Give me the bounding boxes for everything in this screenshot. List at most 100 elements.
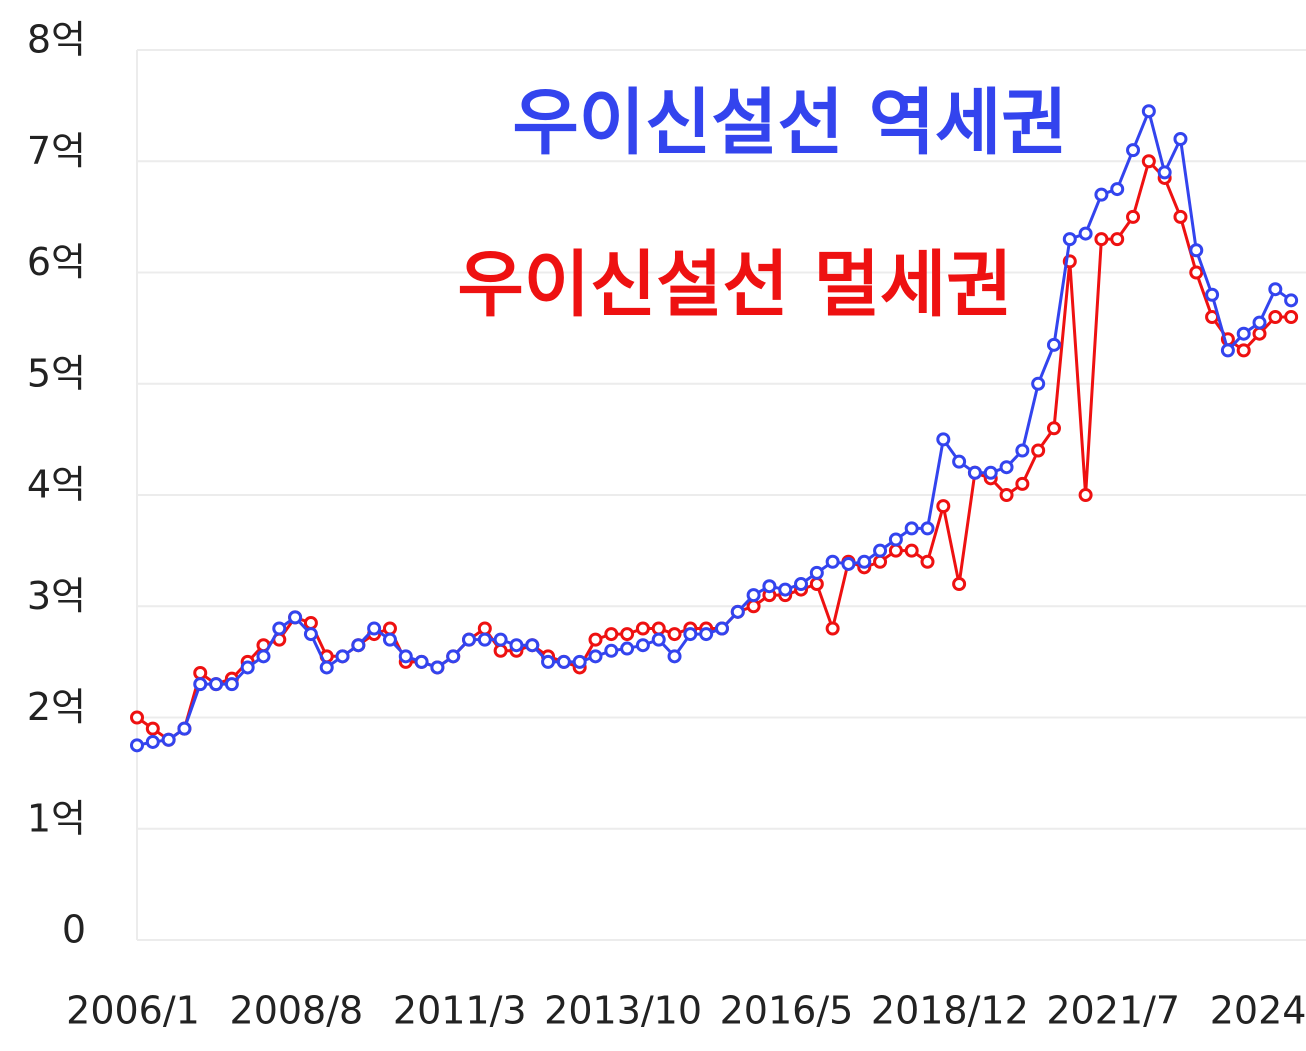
point [477,632,492,647]
point [999,488,1014,502]
point [1189,265,1204,280]
point [1015,476,1030,491]
point [509,638,524,653]
point [193,677,208,692]
point [382,621,397,636]
point [1268,282,1283,297]
point [794,577,809,591]
point [1046,421,1061,436]
point [1094,187,1109,202]
point [1126,143,1141,158]
point [1284,293,1299,308]
point [1252,315,1267,330]
point [1141,104,1156,119]
point [651,621,666,636]
point [588,632,603,647]
point [351,638,366,653]
point [430,660,445,675]
point [967,465,982,480]
point [635,638,650,653]
point [920,554,935,569]
point [177,721,192,736]
point [1173,209,1188,224]
point [130,738,144,753]
point [746,588,761,603]
point [635,621,650,636]
point [983,465,998,480]
point [904,543,919,558]
point [730,604,745,619]
point [920,521,935,536]
point [1126,209,1141,224]
x-tick-label: 2024/2 [1210,989,1306,1033]
point [667,649,682,664]
point [1110,182,1125,197]
point [493,632,508,647]
y-tick-label: 4억 [27,463,86,507]
y-tick-label: 5억 [27,351,86,395]
legend-label: 우이신설선 멀세권 [458,243,1013,327]
point [303,627,318,642]
point [588,649,603,664]
point [272,621,287,636]
point [541,654,556,669]
point [857,554,872,569]
point [319,660,334,675]
point [477,621,492,636]
point [714,621,729,636]
y-tick-label: 0 [62,908,86,952]
point [572,654,587,669]
x-tick-label: 2013/10 [544,989,702,1033]
point [382,632,397,647]
point [1078,226,1093,241]
point [604,627,619,642]
point [699,627,714,642]
point [1173,132,1188,146]
point [145,721,160,736]
point [1062,232,1077,247]
point [367,621,382,636]
point [209,677,224,692]
point [683,627,698,642]
point [1015,443,1030,458]
point [651,632,666,647]
x-tick-label: 2008/8 [230,989,364,1033]
y-tick-label: 6억 [27,240,86,284]
point [1110,232,1125,247]
point [224,677,239,692]
point [1236,326,1251,341]
point [525,638,540,653]
point [762,579,777,594]
point [809,565,824,580]
y-tick-label: 3억 [27,574,86,618]
x-tick-label: 2021/7 [1046,989,1180,1033]
point [904,521,919,536]
point [288,610,303,625]
point [936,499,951,514]
point [145,734,160,749]
point [1205,287,1220,302]
point [414,654,429,669]
x-tick-label: 2016/5 [720,989,854,1033]
point [493,643,508,658]
point [1031,443,1046,458]
y-tick-label: 2억 [27,685,86,729]
point [1031,376,1046,391]
point [398,649,413,664]
point [999,460,1014,475]
x-tick-label: 2018/12 [871,989,1029,1033]
point [873,554,888,569]
point [1284,310,1299,324]
point [841,556,856,571]
x-tick-label: 2006/1 [66,989,200,1033]
point [604,643,619,658]
point [888,532,903,547]
y-tick-label: 7억 [27,129,86,173]
point [256,649,271,664]
point [809,577,824,591]
y-tick-label: 8억 [27,18,86,62]
point [936,432,951,447]
y-tick-label: 1억 [27,796,86,840]
point [1141,154,1156,169]
